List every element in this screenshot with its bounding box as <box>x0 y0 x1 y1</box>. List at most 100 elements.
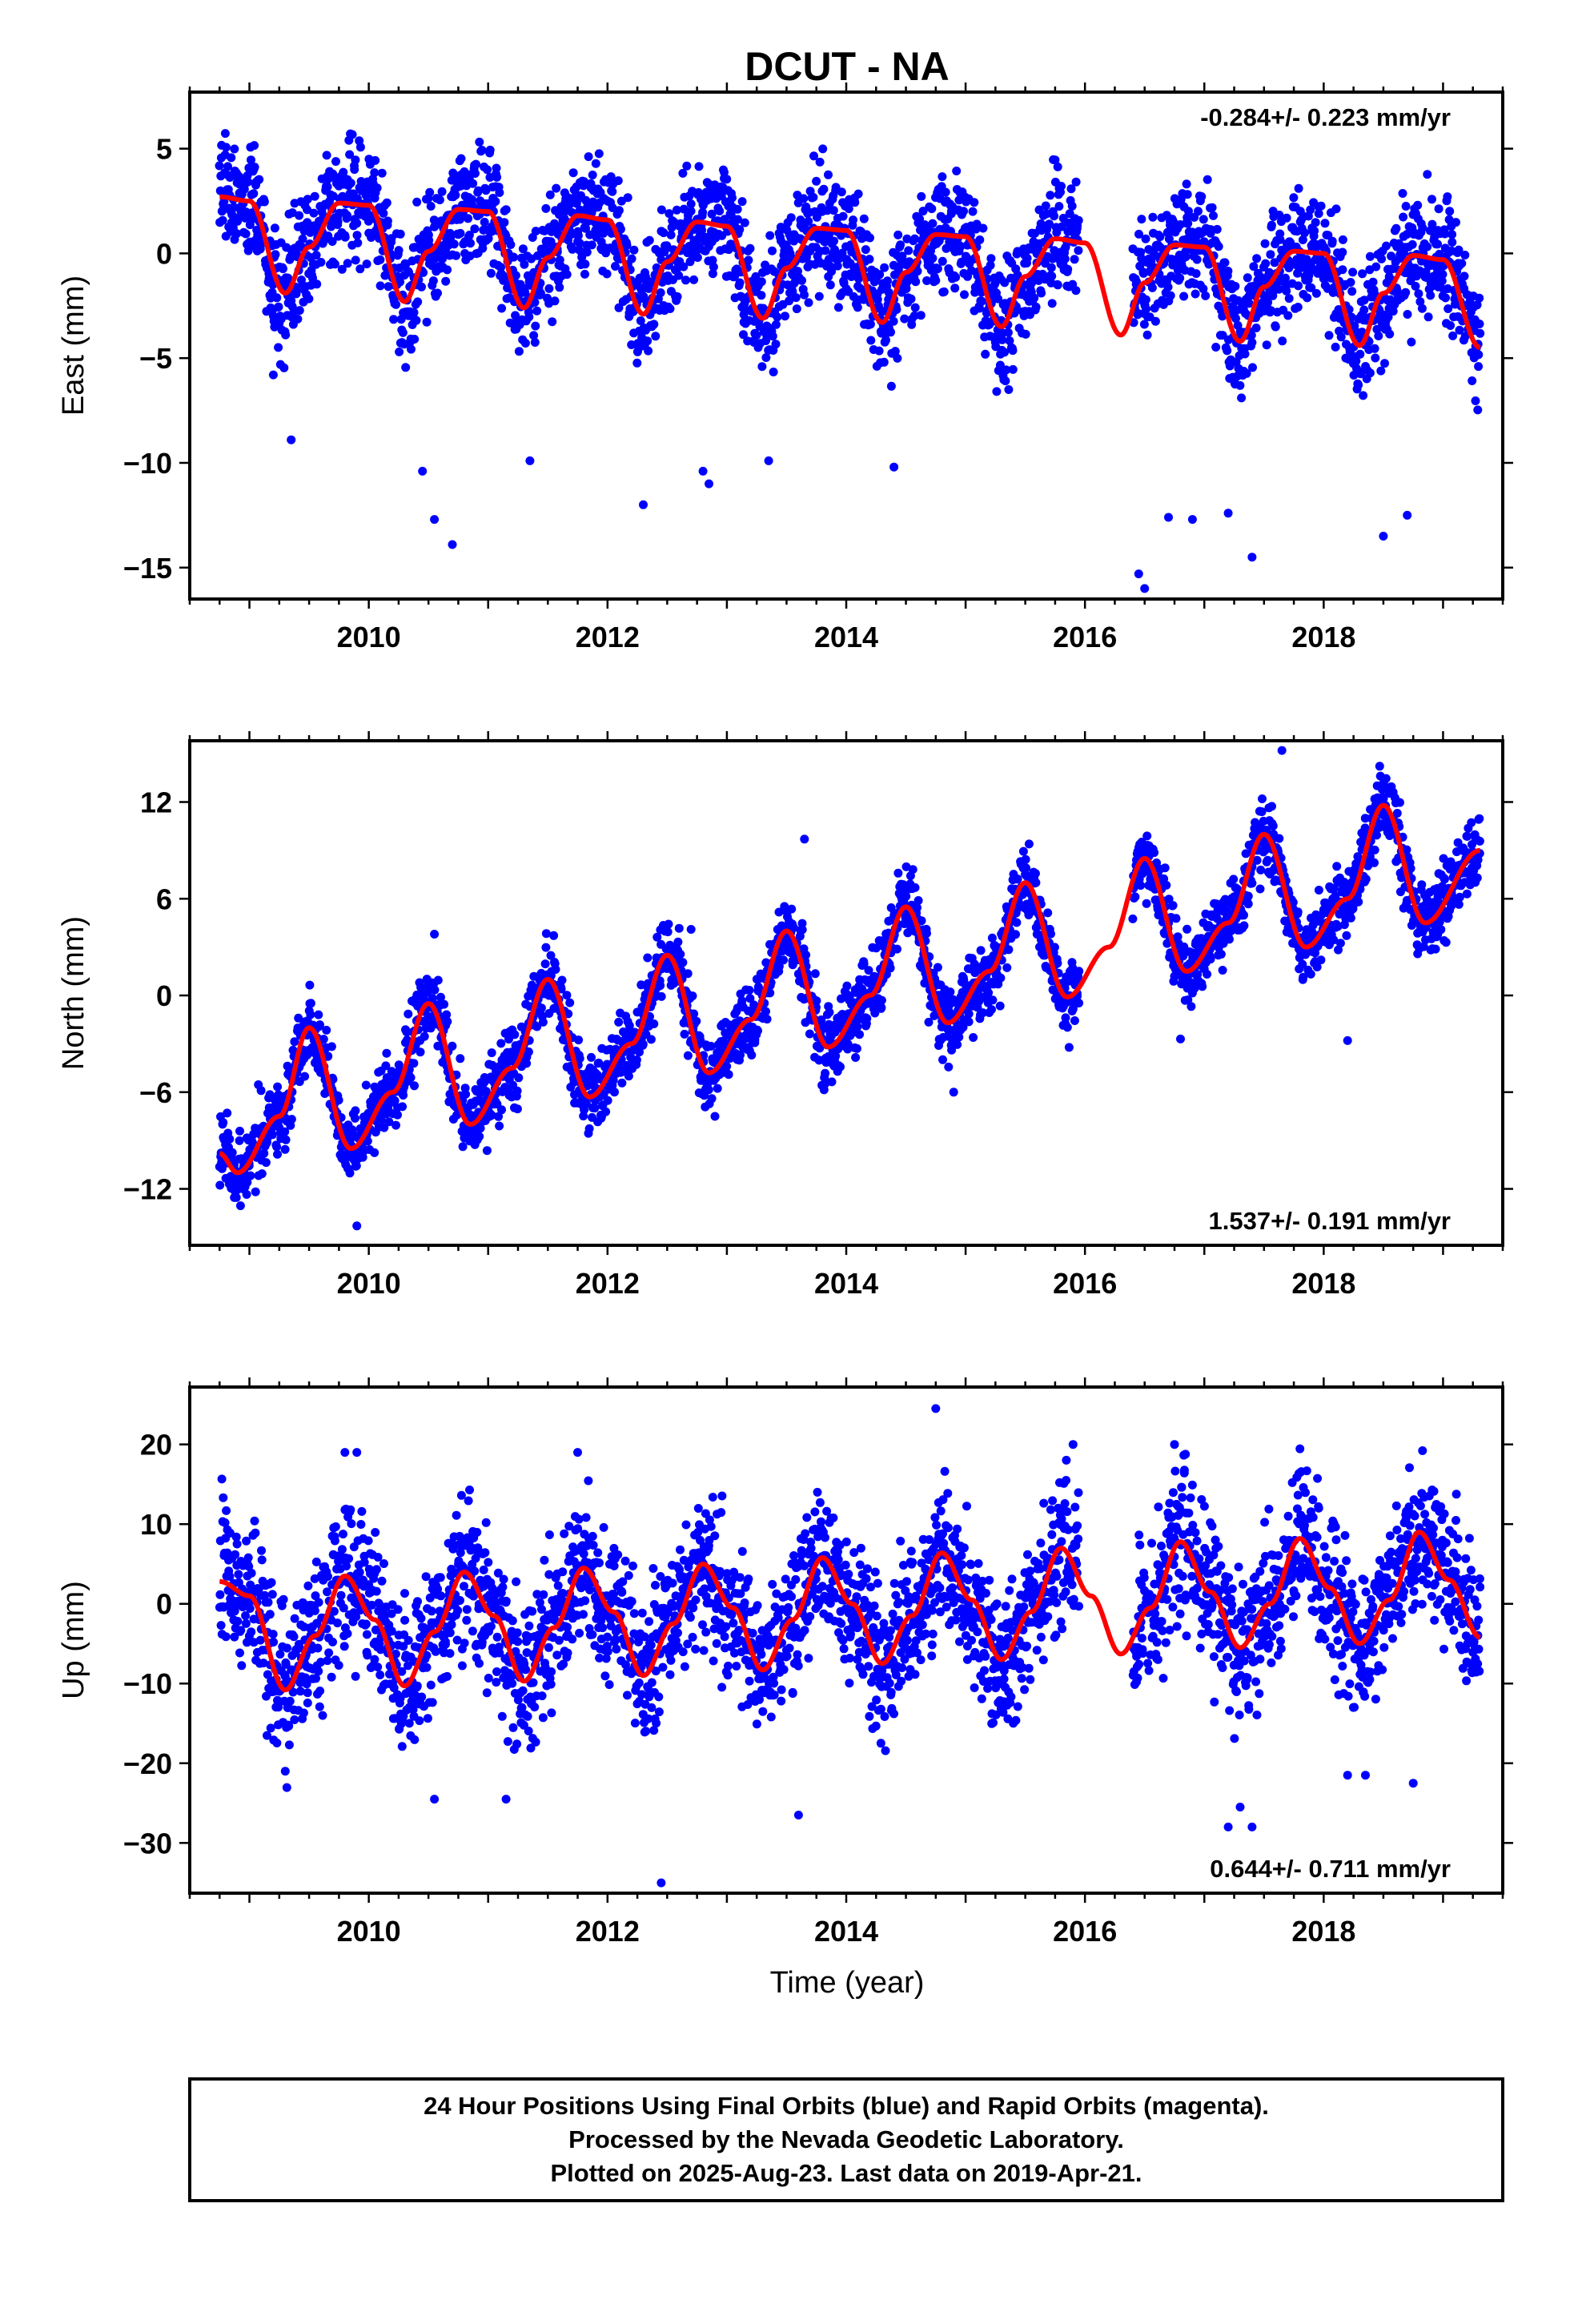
east-outlier-point <box>698 466 708 476</box>
east-data-point <box>541 203 551 213</box>
east-data-point <box>1141 295 1150 304</box>
east-data-point <box>524 312 534 322</box>
east-data-point <box>477 146 487 155</box>
north-data-point <box>821 1068 830 1078</box>
east-data-point <box>1074 246 1083 255</box>
east-data-point <box>632 358 642 368</box>
east-data-point <box>466 239 475 248</box>
east-data-point <box>1348 267 1358 277</box>
east-data-point <box>825 280 835 290</box>
east-data-point <box>274 343 283 352</box>
east-data-point <box>797 275 806 285</box>
east-data-point <box>853 189 863 199</box>
north-data-point <box>805 1029 814 1039</box>
east-data-point <box>1053 162 1062 171</box>
east-data-point <box>728 193 737 203</box>
north-data-point <box>495 1121 504 1131</box>
north-data-point <box>259 1148 269 1158</box>
east-data-point <box>1383 312 1393 322</box>
north-data-point <box>461 1089 471 1099</box>
east-data-point <box>587 240 596 250</box>
east-data-point <box>1427 195 1436 204</box>
east-data-point <box>347 130 357 139</box>
north-data-point <box>877 995 886 1005</box>
east-data-point <box>552 183 561 193</box>
east-data-point <box>591 159 600 168</box>
east-data-point <box>1460 271 1469 281</box>
north-data-point <box>497 1105 506 1115</box>
east-data-point <box>1407 337 1416 347</box>
east-data-point <box>854 274 863 283</box>
east-data-point <box>1223 346 1232 356</box>
east-data-point <box>838 211 848 221</box>
east-outlier-point <box>1140 584 1150 593</box>
east-outlier-point <box>418 466 428 476</box>
east-data-point <box>844 204 853 214</box>
east-data-point <box>698 207 708 217</box>
east-data-point <box>1063 264 1073 274</box>
east-data-point <box>1184 207 1193 216</box>
north-data-point <box>541 943 551 952</box>
north-data-point <box>656 981 665 991</box>
east-data-point <box>656 205 666 215</box>
north-data-point <box>987 933 997 943</box>
east-data-point <box>1338 235 1347 244</box>
east-data-point <box>1443 304 1453 313</box>
north-data-point <box>680 1029 689 1039</box>
north-data-point <box>475 1132 484 1141</box>
north-data-point <box>673 937 683 947</box>
east-data-point <box>1376 366 1386 376</box>
east-data-point <box>707 209 717 219</box>
east-data-point <box>643 336 652 346</box>
north-data-point <box>976 946 986 955</box>
east-data-point <box>1448 331 1458 340</box>
east-data-point <box>568 244 577 254</box>
east-data-point <box>1358 269 1367 279</box>
east-data-point <box>1054 202 1064 211</box>
east-data-point <box>694 162 704 171</box>
east-data-point <box>1437 276 1447 286</box>
east-data-point <box>1310 226 1319 235</box>
east-data-point <box>715 207 725 215</box>
east-data-point <box>761 353 771 362</box>
north-data-point <box>964 1009 974 1019</box>
east-data-point <box>355 264 365 274</box>
east-data-point <box>773 312 782 322</box>
east-data-point <box>1247 331 1256 340</box>
east-data-point <box>1284 294 1294 304</box>
east-data-point <box>475 137 484 147</box>
north-data-point <box>261 1158 271 1168</box>
east-data-point <box>1209 211 1218 220</box>
north-data-point <box>565 998 575 1007</box>
east-data-point <box>1418 223 1427 232</box>
east-data-point <box>379 208 388 218</box>
east-data-point <box>429 215 439 225</box>
east-data-point <box>352 219 362 228</box>
north-data-point <box>913 896 923 905</box>
east-data-point <box>464 231 474 239</box>
east-data-point <box>383 216 392 226</box>
east-data-point <box>1359 391 1368 400</box>
east-data-point <box>697 225 707 235</box>
north-data-point <box>294 1013 303 1023</box>
east-data-point <box>297 275 306 285</box>
north-data-point <box>351 1113 359 1123</box>
east-data-point <box>994 294 1003 304</box>
east-data-point <box>350 165 359 175</box>
east-data-point <box>1252 254 1262 263</box>
east-data-point <box>536 288 545 298</box>
east-data-point <box>1147 283 1157 292</box>
east-data-point <box>1347 287 1357 296</box>
east-data-point <box>506 240 516 249</box>
east-data-point <box>910 234 920 243</box>
east-data-point <box>890 347 900 356</box>
north-data-point <box>614 1017 624 1027</box>
east-data-point <box>309 208 319 218</box>
east-data-point <box>412 197 422 207</box>
north-data-point <box>487 1048 496 1058</box>
east-data-point <box>765 231 775 240</box>
east-data-point <box>1304 271 1314 280</box>
east-data-point <box>740 218 749 227</box>
east-outlier-point <box>1403 510 1412 520</box>
